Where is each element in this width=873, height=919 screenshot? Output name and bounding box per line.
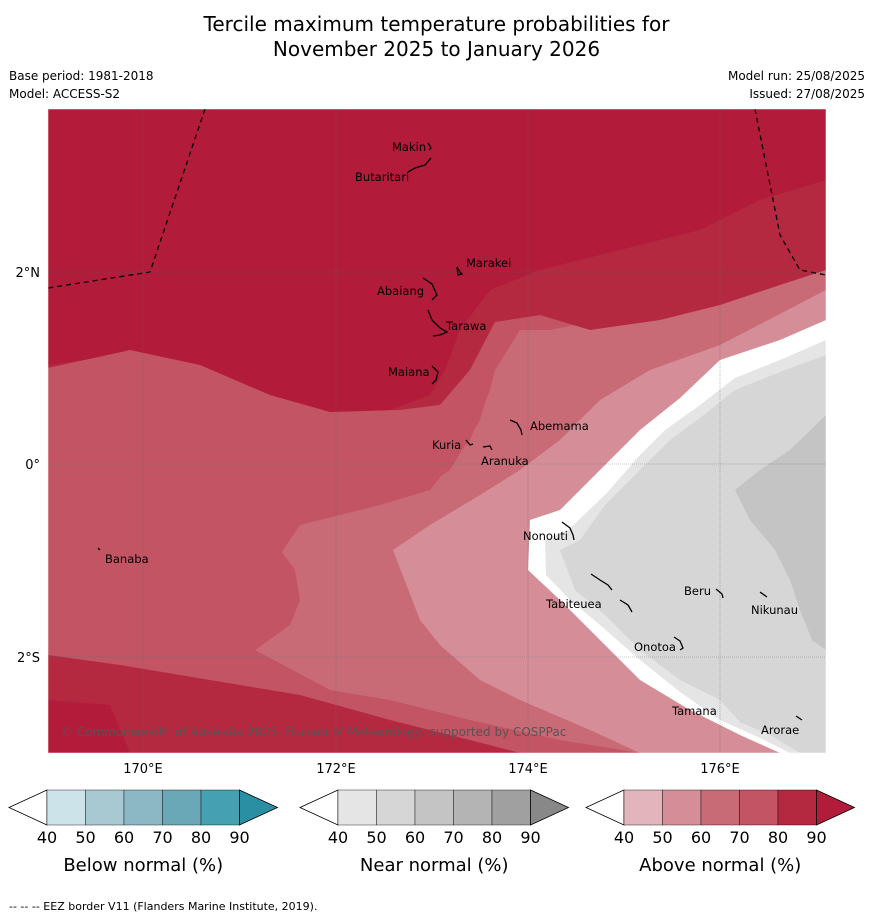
colorbar-near-tick: 80: [482, 828, 502, 847]
colorbar-below-segment: [85, 789, 125, 826]
colorbar-above-tick: 60: [691, 828, 711, 847]
colorbar-above-segment: [739, 789, 779, 826]
eez-footnote: -- -- -- EEZ border V11 (Flanders Marine…: [9, 900, 318, 913]
colorbar-below-tick: 40: [37, 828, 57, 847]
colorbar-near-over: [530, 789, 570, 826]
model-name: Model: ACCESS-S2: [9, 87, 121, 101]
colorbar-near: 40 50 60 70 80 90 Near normal (%): [299, 789, 570, 876]
colorbar-below-over: [239, 789, 279, 826]
place-label-tabiteuea: Tabiteuea: [545, 597, 602, 611]
above-90-area-southwest: [48, 700, 130, 753]
colorbar-below: 40 50 60 70 80 90 Below normal (%): [8, 789, 279, 876]
meta-right: Model run: 25/08/2025 Issued: 27/08/2025: [728, 67, 865, 103]
title-line-1: Tercile maximum temperature probabilitie…: [203, 12, 670, 36]
colorbars: 40 50 60 70 80 90 Below normal (%) 40 50 60 70 80 90…: [8, 789, 856, 876]
colorbar-below-under: [8, 789, 48, 826]
colorbar-above-tick: 90: [806, 828, 826, 847]
colorbar-above-segment: [623, 789, 663, 826]
model-run: Model run: 25/08/2025: [727, 69, 865, 83]
island-outlines: [97, 142, 803, 721]
colorbar-above-tick: 80: [768, 828, 788, 847]
place-label-abaiang: Abaiang: [377, 284, 424, 298]
place-label-tarawa: Tarawa: [445, 319, 486, 333]
gridlines: [48, 109, 826, 753]
colorbar-near-tick: 90: [520, 828, 540, 847]
map-title: Tercile maximum temperature probabilitie…: [0, 12, 873, 62]
colorbar-above-segment: [662, 789, 702, 826]
above-80-90-area-south: [48, 655, 520, 753]
colorbar-above-over: [816, 789, 856, 826]
eez-border-east: [754, 109, 826, 276]
colorbar-below-tick: 60: [114, 828, 134, 847]
colorbar-below-tick: 90: [229, 828, 249, 847]
meta-left: Base period: 1981-2018 Model: ACCESS-S2: [9, 67, 154, 103]
place-label-marakei: Marakei: [466, 256, 511, 270]
above-70-80-mid: [48, 322, 520, 490]
place-label-aranuka: Aranuka: [481, 454, 529, 468]
colorbar-below-tick: 80: [191, 828, 211, 847]
probability-field: [48, 109, 826, 753]
map-frame: [47, 108, 827, 754]
colorbar-above-tick: 50: [652, 828, 672, 847]
colorbar-above-segment: [700, 789, 740, 826]
issued-date: Issued: 27/08/2025: [749, 87, 865, 101]
place-label-butaritari: Butaritari: [355, 170, 409, 184]
place-label-kuria: Kuria: [432, 438, 461, 452]
lon-label-174e: 174°E: [508, 762, 548, 777]
place-label-onotoa: Onotoa: [634, 640, 676, 654]
title-line-2: November 2025 to January 2026: [272, 37, 601, 61]
colorbar-near-under: [299, 789, 339, 826]
colorbar-below-segment: [123, 789, 163, 826]
colorbar-below-title: Below normal (%): [63, 855, 223, 876]
colorbar-above-tick: 70: [729, 828, 749, 847]
place-label-banaba: Banaba: [105, 552, 149, 566]
place-label-abemama: Abemama: [530, 419, 589, 433]
place-label-nonouti: Nonouti: [523, 529, 568, 543]
colorbar-above-segment: [777, 789, 817, 826]
colorbar-above: 40 50 60 70 80 90 Above normal (%): [585, 789, 856, 876]
place-label-nikunau: Nikunau: [751, 603, 798, 617]
lat-label-2n: 2°N: [16, 266, 41, 281]
place-label-arorae: Arorae: [761, 723, 799, 737]
colorbar-below-tick: 70: [152, 828, 172, 847]
colorbar-below-segment: [46, 789, 86, 826]
above-90-area-north: [48, 109, 826, 413]
colorbar-near-tick: 40: [328, 828, 348, 847]
lon-label-170e: 170°E: [123, 762, 163, 777]
colorbar-below-segment: [200, 789, 240, 826]
colorbar-near-segment: [414, 789, 454, 826]
colorbar-near-tick: 70: [443, 828, 463, 847]
lon-label-176e: 176°E: [700, 762, 740, 777]
colorbar-below-segment: [162, 789, 202, 826]
colorbar-above-title: Above normal (%): [639, 855, 801, 876]
colorbar-above-tick: 40: [614, 828, 634, 847]
colorbar-near-segment: [337, 789, 377, 826]
colorbar-near-segment: [376, 789, 416, 826]
near-50-60-area: [560, 355, 826, 753]
place-label-makin: Makin: [392, 140, 426, 154]
near-60-70-area: [735, 415, 826, 650]
colorbar-near-segment: [453, 789, 493, 826]
colorbar-below-tick: 50: [75, 828, 95, 847]
colorbar-near-segment: [491, 789, 531, 826]
colorbar-near-tick: 50: [366, 828, 386, 847]
lat-label-2s: 2°S: [17, 651, 40, 666]
colorbar-near-tick: 60: [405, 828, 425, 847]
place-label-beru: Beru: [684, 584, 711, 598]
lat-label-0: 0°: [25, 458, 40, 473]
place-label-tamana: Tamana: [671, 704, 717, 718]
copyright-notice: © Commonwealth of Australia 2025, Bureau…: [61, 725, 566, 739]
colorbar-near-title: Near normal (%): [360, 855, 509, 876]
colorbar-above-under: [585, 789, 625, 826]
lon-label-172e: 172°E: [316, 762, 356, 777]
base-period: Base period: 1981-2018: [9, 69, 154, 83]
place-label-maiana: Maiana: [388, 365, 430, 379]
